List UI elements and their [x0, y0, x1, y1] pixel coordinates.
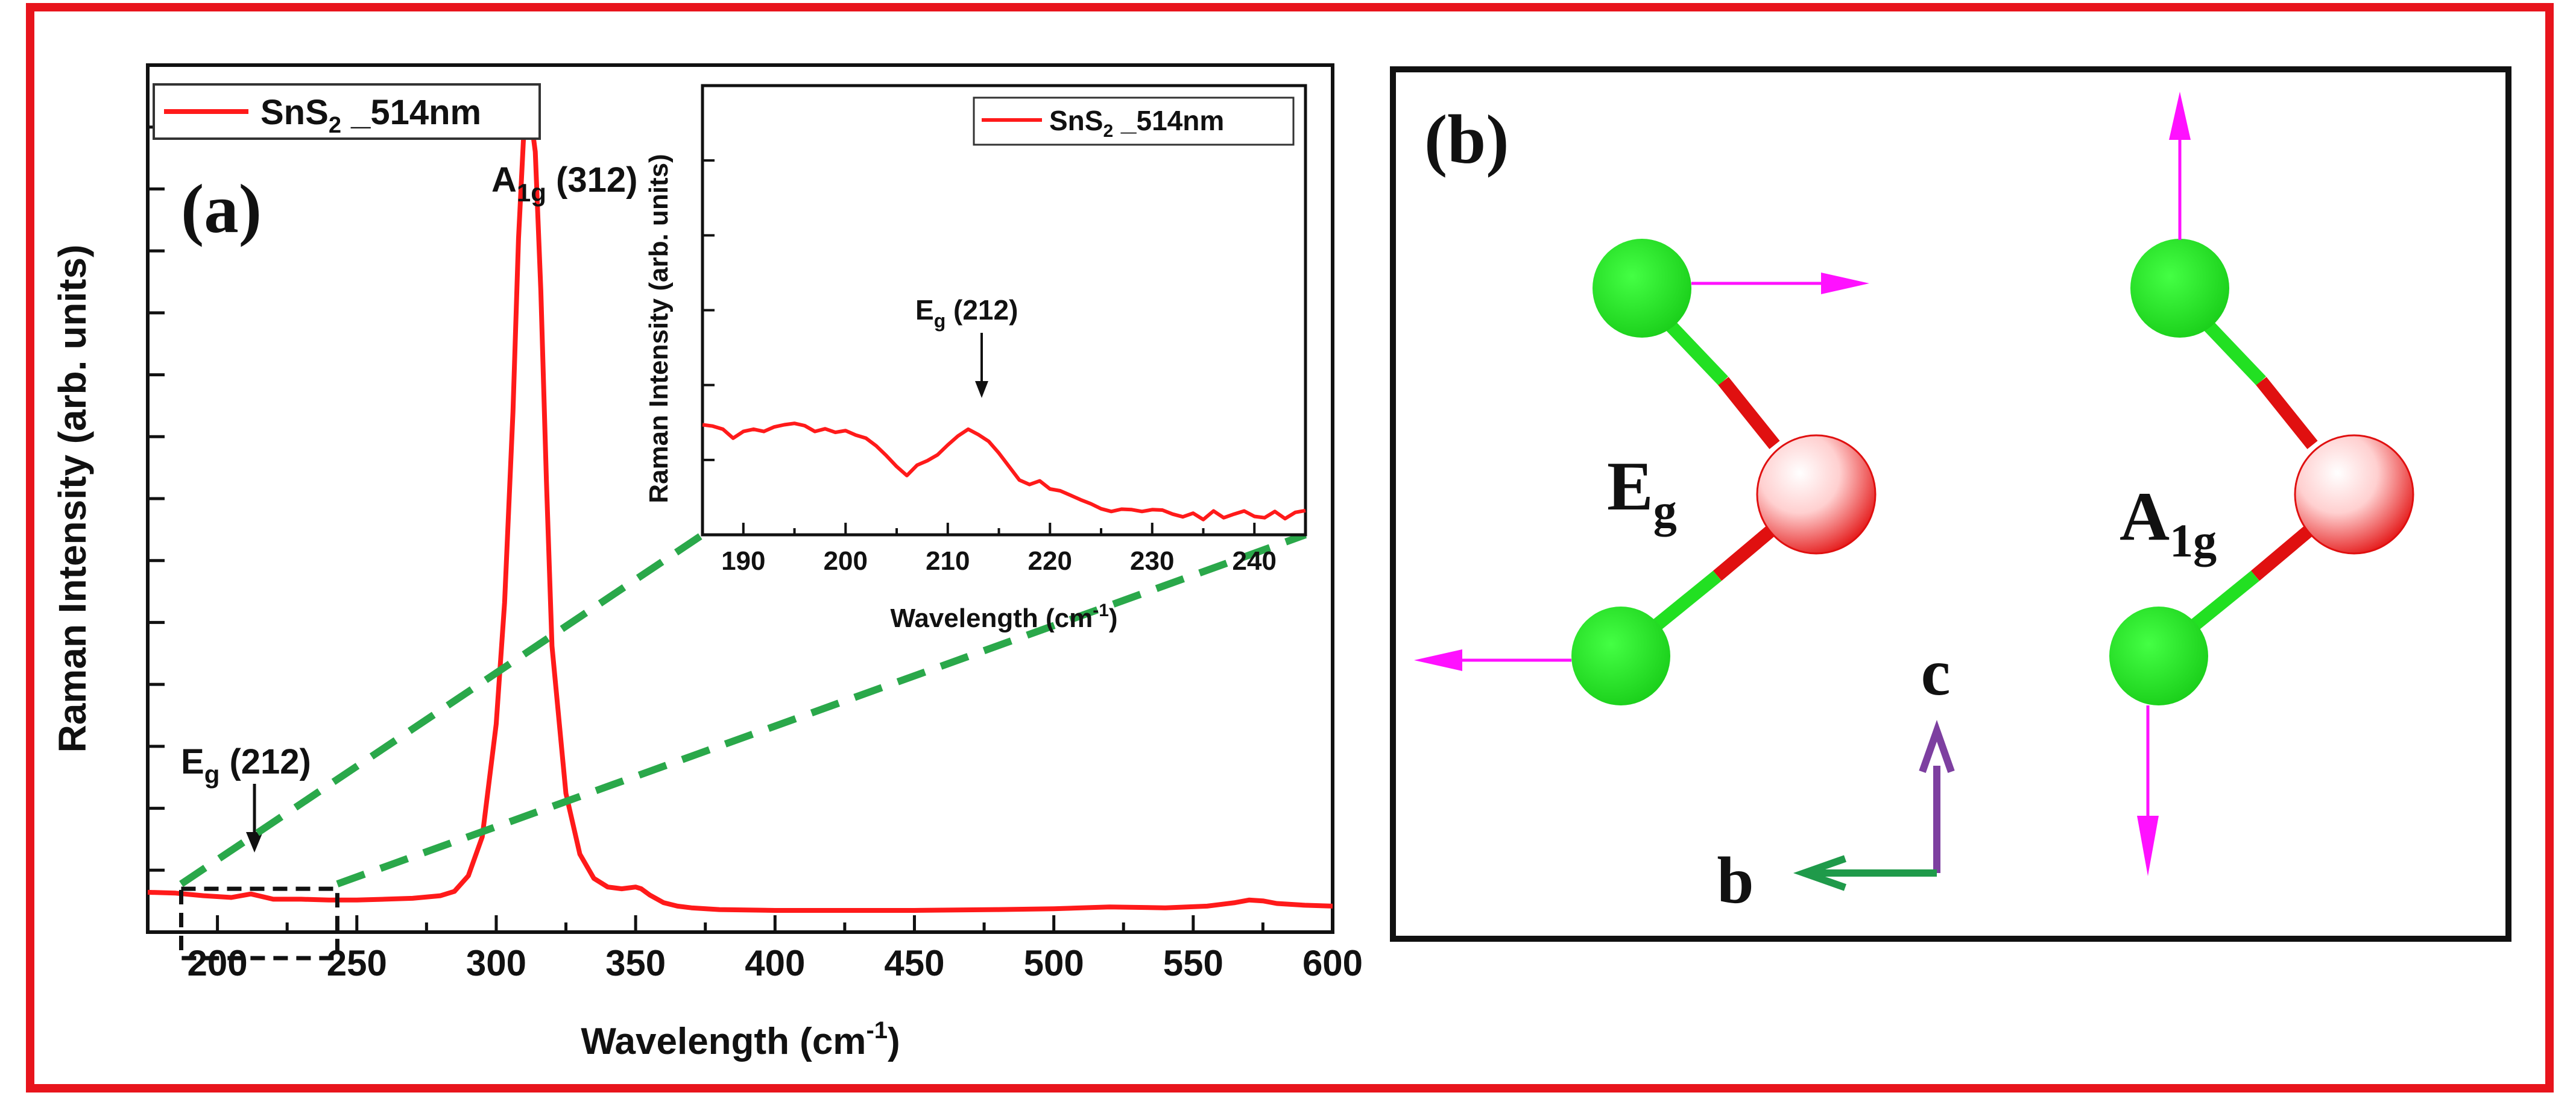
c-axis-arrowhead [1919, 719, 1955, 773]
panel-b-label: (b) [1424, 101, 1509, 178]
eg-sulfur-atom-top [1593, 239, 1691, 338]
a1g-mode-diagram: A1g [2109, 92, 2414, 876]
x-tick-label: 400 [745, 943, 805, 983]
x-tick-label: 300 [466, 943, 526, 983]
a1g-peak-label: A1g (312) [491, 160, 637, 207]
main-spectrum-chart: 200 250 300 350 400 450 500 550 600 Raman Intens… [51, 63, 1363, 1062]
eg-peak-label: Eg (212) [181, 742, 311, 789]
a1g-sulfur-atom-top [2130, 239, 2229, 338]
x-tick-label: 200 [824, 546, 868, 576]
outer-frame [26, 3, 2554, 1093]
a1g-mode-label: A1g [2120, 478, 2217, 567]
eg-sulfur-atom-bottom [1571, 607, 1670, 705]
zoom-box [178, 886, 339, 960]
x-tick-label: 200 [188, 943, 248, 983]
panel-a: 200 250 300 350 400 450 500 550 600 Raman Intens… [51, 63, 1363, 1062]
x-tick-label: 220 [1028, 546, 1072, 576]
main-y-axis-label: Raman Intensity (arb. units) [51, 245, 94, 753]
zoom-guide-line-lower [336, 531, 1307, 888]
inset-eg-arrow [975, 333, 988, 398]
panel-b: (b) Eg [1390, 66, 2511, 942]
zoom-guide-line-upper [179, 532, 705, 888]
eg-mode-label: Eg [1607, 448, 1677, 537]
x-tick-label: 210 [926, 546, 970, 576]
main-x-axis-label: Wavelength (cm-1) [581, 1017, 900, 1062]
x-tick-label: 450 [884, 943, 944, 983]
main-spectrum-line [147, 106, 1333, 913]
main-legend: SnS2 _514nm [153, 83, 541, 140]
eg-mode-diagram: Eg [1414, 239, 1877, 705]
inset-eg-label: Eg (212) [915, 294, 1018, 332]
a1g-displacement-arrow-down [2137, 705, 2159, 876]
x-tick-label: 550 [1163, 943, 1223, 983]
x-tick-label: 230 [1130, 546, 1174, 576]
inset-axis-ticks [702, 84, 1307, 536]
crystal-axes: c b [1717, 635, 1955, 917]
main-x-tick-labels: 200 250 300 350 400 450 500 550 600 [188, 943, 1363, 983]
inset-spectrum-line [702, 421, 1306, 522]
inset-legend: SnS2 _514nm [973, 96, 1295, 146]
main-axis-ticks [146, 63, 1334, 934]
a1g-tin-atom [2294, 434, 2414, 555]
eg-displacement-arrow-left [1414, 649, 1571, 671]
c-axis-label: c [1921, 635, 1951, 709]
panel-b-frame [1390, 66, 2511, 942]
eg-tin-atom [1756, 434, 1877, 555]
inset-x-tick-labels: 190 200 210 220 230 240 [721, 546, 1277, 576]
x-tick-label: 600 [1302, 943, 1363, 983]
x-tick-label: 190 [721, 546, 765, 576]
panel-a-label: (a) [181, 171, 262, 247]
eg-peak-arrow [246, 784, 263, 853]
a1g-displacement-arrow-up [2169, 92, 2191, 240]
inset-y-axis-label: Raman Intensity (arb. units) [644, 154, 674, 503]
inset-x-axis-label: Wavelength (cm-1) [890, 601, 1117, 633]
x-tick-label: 350 [605, 943, 666, 983]
inset-legend-label: SnS2 _514nm [1049, 105, 1224, 141]
main-legend-label: SnS2 _514nm [260, 93, 481, 138]
inset-spectrum-chart: 190 200 210 220 230 240 Raman Intensity (arb.… [644, 84, 1307, 633]
eg-displacement-arrow-right [1691, 273, 1869, 294]
x-tick-label: 500 [1024, 943, 1084, 983]
b-axis-arrowhead [1793, 855, 1846, 891]
b-axis-label: b [1717, 843, 1754, 917]
x-tick-label: 240 [1233, 546, 1277, 576]
a1g-sulfur-atom-bottom [2109, 607, 2208, 705]
